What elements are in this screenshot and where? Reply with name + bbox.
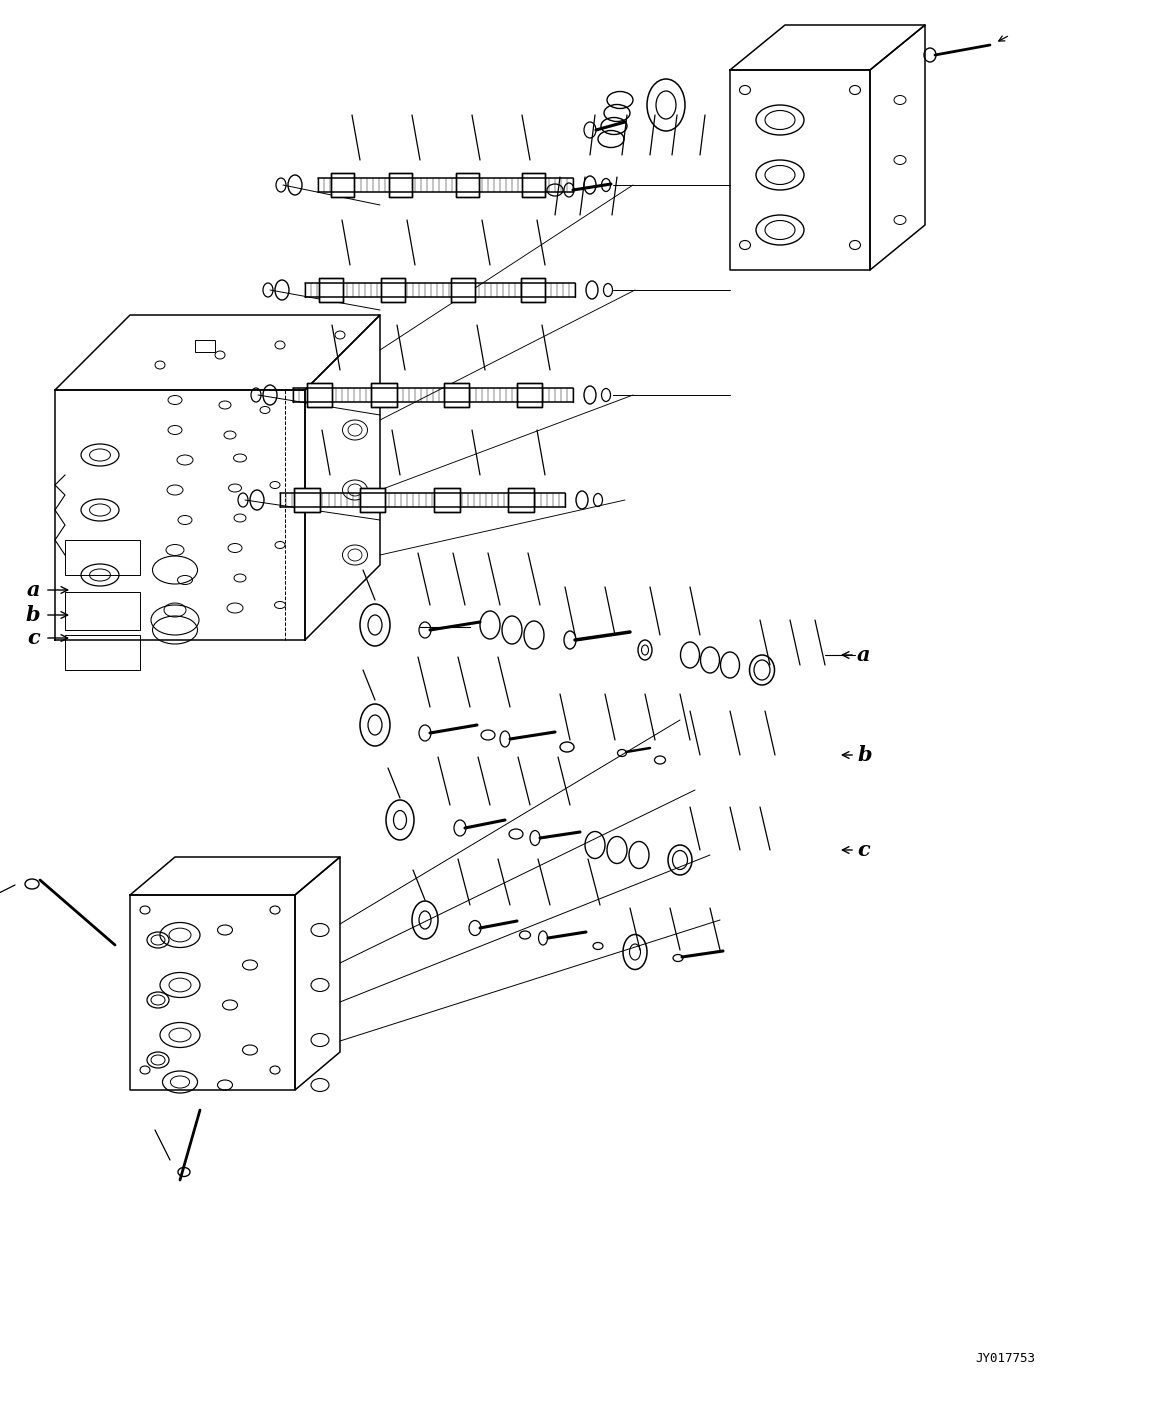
Bar — [434, 488, 459, 511]
Text: a: a — [857, 645, 870, 665]
Bar — [65, 540, 140, 575]
Bar — [451, 278, 476, 302]
Bar — [371, 384, 397, 407]
Bar — [319, 278, 343, 302]
Bar — [380, 278, 405, 302]
Bar — [330, 173, 354, 197]
Text: JY017753: JY017753 — [975, 1352, 1035, 1364]
Bar — [444, 384, 470, 407]
Bar — [521, 278, 545, 302]
Text: b: b — [26, 606, 40, 625]
Bar — [390, 173, 413, 197]
Bar — [65, 592, 140, 629]
Bar — [508, 488, 534, 511]
Bar — [195, 340, 215, 353]
Bar — [294, 488, 320, 511]
Text: a: a — [27, 580, 40, 600]
Bar — [522, 173, 545, 197]
Bar — [307, 384, 333, 407]
Bar — [518, 384, 542, 407]
Bar — [359, 488, 385, 511]
Text: b: b — [857, 745, 871, 764]
Bar — [456, 173, 479, 197]
Bar — [65, 635, 140, 670]
Text: c: c — [27, 628, 40, 648]
Text: c: c — [857, 840, 870, 860]
